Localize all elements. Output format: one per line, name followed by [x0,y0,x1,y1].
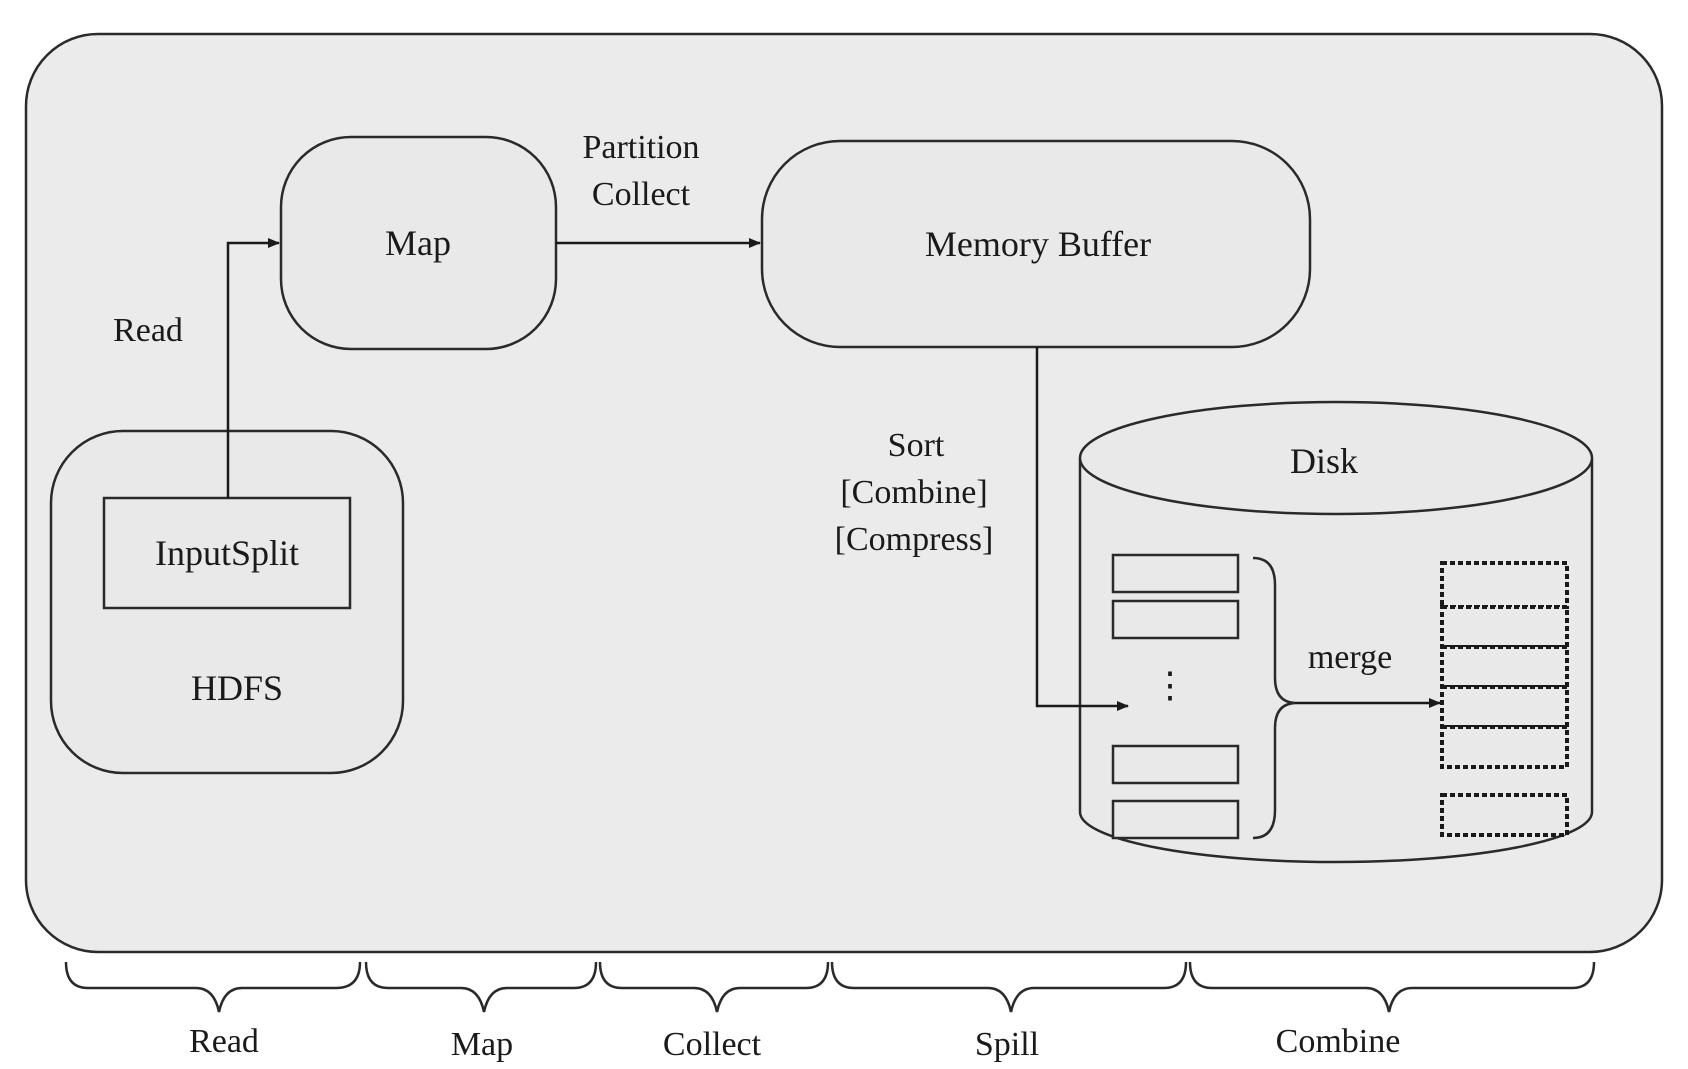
disk-label: Disk [1290,441,1358,481]
combine-edge-label: [Combine] [840,474,987,511]
phase-label-spill: Spill [975,1026,1039,1063]
phase-braces [64,961,1596,1013]
read-arrow [226,238,280,498]
merged-output-file [1440,561,1569,837]
spill-file [1111,553,1240,594]
collect-edge-label: Collect [592,176,691,213]
phase-label-combine: Combine [1276,1023,1401,1060]
input-split-node [102,496,352,610]
sort-edge-label: Sort [888,427,945,464]
spill-files-ellipsis: ⋮ [1152,665,1188,705]
partition-edge-label: Partition [582,129,699,166]
spill-arrow [1035,347,1129,711]
spill-file [1111,799,1240,840]
compress-edge-label: [Compress] [835,521,994,558]
input-split-label: InputSplit [155,533,299,573]
read-edge-label: Read [113,312,183,349]
phase-label-read: Read [189,1023,259,1060]
phase-label-collect: Collect [663,1026,762,1063]
merge-edge-label: merge [1308,639,1392,676]
memory-buffer-label: Memory Buffer [925,224,1151,264]
phase-label-map: Map [451,1026,513,1063]
spill-file [1111,599,1240,640]
hdfs-label: HDFS [191,668,283,708]
map-node-label: Map [385,223,451,263]
spill-file [1111,744,1240,785]
